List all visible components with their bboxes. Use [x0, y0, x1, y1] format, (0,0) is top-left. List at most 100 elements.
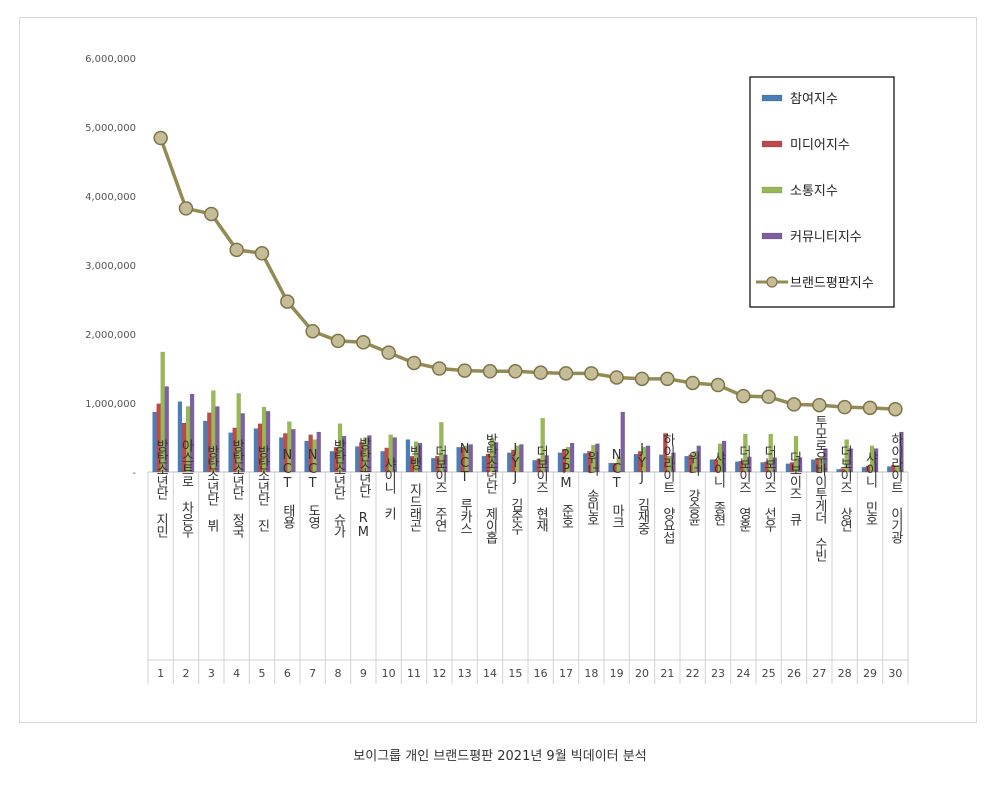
x-category-label: 방탄소년단 제이홉	[483, 433, 498, 544]
brand-index-point	[812, 397, 827, 413]
x-rank-label: 4	[233, 667, 240, 680]
brand-index-point	[786, 397, 802, 412]
brand-index-point	[153, 130, 168, 146]
x-category-label: NCT 태용	[280, 448, 295, 529]
x-rank-label: 5	[259, 667, 266, 680]
brand-index-point	[406, 355, 422, 371]
brand-index-point	[862, 400, 878, 416]
legend-label: 소통지수	[790, 184, 838, 199]
legend-label: 미디어지수	[790, 138, 850, 153]
x-rank-label: 24	[736, 667, 750, 680]
x-category-label: JYJ 김준수	[508, 442, 523, 535]
x-rank-label: 20	[635, 667, 649, 680]
bar-4	[848, 448, 853, 473]
brand-index-point	[254, 246, 270, 261]
x-rank-label: 11	[407, 667, 421, 680]
x-category-label: 더보이즈 큐	[787, 451, 802, 526]
brand-index-point	[584, 366, 599, 381]
x-category-label: NCT 마크	[609, 448, 624, 528]
bar-4	[772, 457, 777, 473]
bar-4	[721, 440, 727, 473]
x-category-label: 하이라이트 양요섭	[660, 433, 675, 544]
x-category-label: 투모로우바이투게더 수빈	[812, 415, 827, 562]
bar-3	[211, 390, 216, 473]
bar-4	[519, 444, 524, 473]
x-category-label: 샤이니 키	[381, 457, 396, 520]
x-category-label: 방탄소년단 슈가	[331, 439, 346, 538]
bar-3	[743, 433, 748, 473]
legend-swatch	[761, 186, 783, 194]
x-category-label: 더보이즈 선우	[761, 445, 776, 532]
bar-4	[873, 448, 879, 473]
x-rank-label: 18	[584, 667, 598, 680]
legend-swatch	[761, 140, 783, 148]
x-category-label: 방탄소년단 정국	[229, 439, 244, 538]
y-tick-label: 4,000,000	[85, 192, 136, 203]
bar-1	[177, 401, 183, 473]
bar-4	[595, 443, 600, 473]
bar-2	[663, 433, 668, 473]
bar-3	[540, 417, 545, 473]
x-category-label: 샤이니 민호	[863, 451, 878, 525]
x-rank-label: 2	[183, 667, 190, 680]
x-rank-label: 23	[711, 667, 725, 680]
x-category-label: 위너 강승윤	[685, 451, 700, 526]
x-rank-label: 25	[762, 667, 776, 680]
x-category-label: 방탄소년단 진	[255, 445, 270, 532]
x-rank-label: 7	[309, 667, 316, 680]
y-tick-label: 5,000,000	[85, 123, 136, 134]
x-rank-label: 6	[284, 667, 291, 680]
x-category-label: 하이라이트 이기광	[888, 433, 903, 544]
x-rank-label: 21	[660, 667, 674, 680]
x-rank-label: 1	[157, 667, 164, 680]
brand-reputation-chart: - 1,000,000 2,000,000 3,000,000 4,000,000 5,0…	[85, 54, 909, 684]
chart-caption: 보이그룹 개인 브랜드평판 2021년 9월 빅데이터 분석	[353, 749, 647, 764]
x-rank-label: 10	[382, 667, 396, 680]
x-rank-label: 17	[559, 667, 573, 680]
brand-index-point	[305, 323, 320, 339]
legend-swatch-marker	[766, 276, 778, 288]
bar-4	[899, 431, 904, 473]
brand-index-point	[558, 366, 574, 381]
x-category-label: 2PM 준호	[559, 448, 574, 528]
legend-label: 커뮤니티지수	[790, 230, 862, 245]
x-rank-label: 22	[686, 667, 700, 680]
legend-label: 참여지수	[790, 92, 838, 107]
x-rank-label: 3	[208, 667, 215, 680]
x-rank-label: 29	[863, 667, 877, 680]
bar-4	[544, 455, 549, 473]
x-category-label: 더보이즈 주연	[432, 445, 447, 532]
y-tick-label: 2,000,000	[85, 330, 136, 341]
x-rank-label: 13	[458, 667, 472, 680]
x-rank-label: 16	[534, 667, 548, 680]
bar-4	[468, 444, 473, 473]
bar-4	[367, 435, 372, 473]
bar-4	[645, 445, 651, 473]
x-rank-label: 8	[335, 667, 342, 680]
brand-index-point	[634, 371, 650, 387]
bar-4	[265, 411, 271, 473]
x-rank-label: 30	[888, 667, 902, 680]
bar-2	[232, 427, 237, 473]
brand-index-point	[356, 335, 371, 350]
x-category-label: 아스트로 차은우	[179, 439, 194, 538]
x-category-label: JYJ 김재중	[635, 442, 650, 535]
bar-4	[620, 411, 625, 473]
x-rank-label: 15	[508, 667, 522, 680]
x-category-label: NCT 루카스	[457, 442, 472, 534]
x-rank-label: 12	[432, 667, 446, 680]
brand-index-point	[432, 361, 447, 376]
bar-3	[793, 435, 799, 473]
x-rank-label: 14	[483, 667, 497, 680]
legend-swatch	[761, 232, 783, 240]
x-rank-label: 19	[610, 667, 624, 680]
y-tick-label: -	[132, 468, 136, 479]
bar-4	[291, 429, 296, 473]
x-category-label: 방탄소년단 뷔	[204, 445, 219, 532]
bar-4	[823, 448, 828, 473]
brand-index-point	[457, 363, 472, 378]
bar-4	[417, 442, 423, 473]
brand-index-point	[533, 365, 548, 380]
legend-swatch	[761, 94, 783, 102]
